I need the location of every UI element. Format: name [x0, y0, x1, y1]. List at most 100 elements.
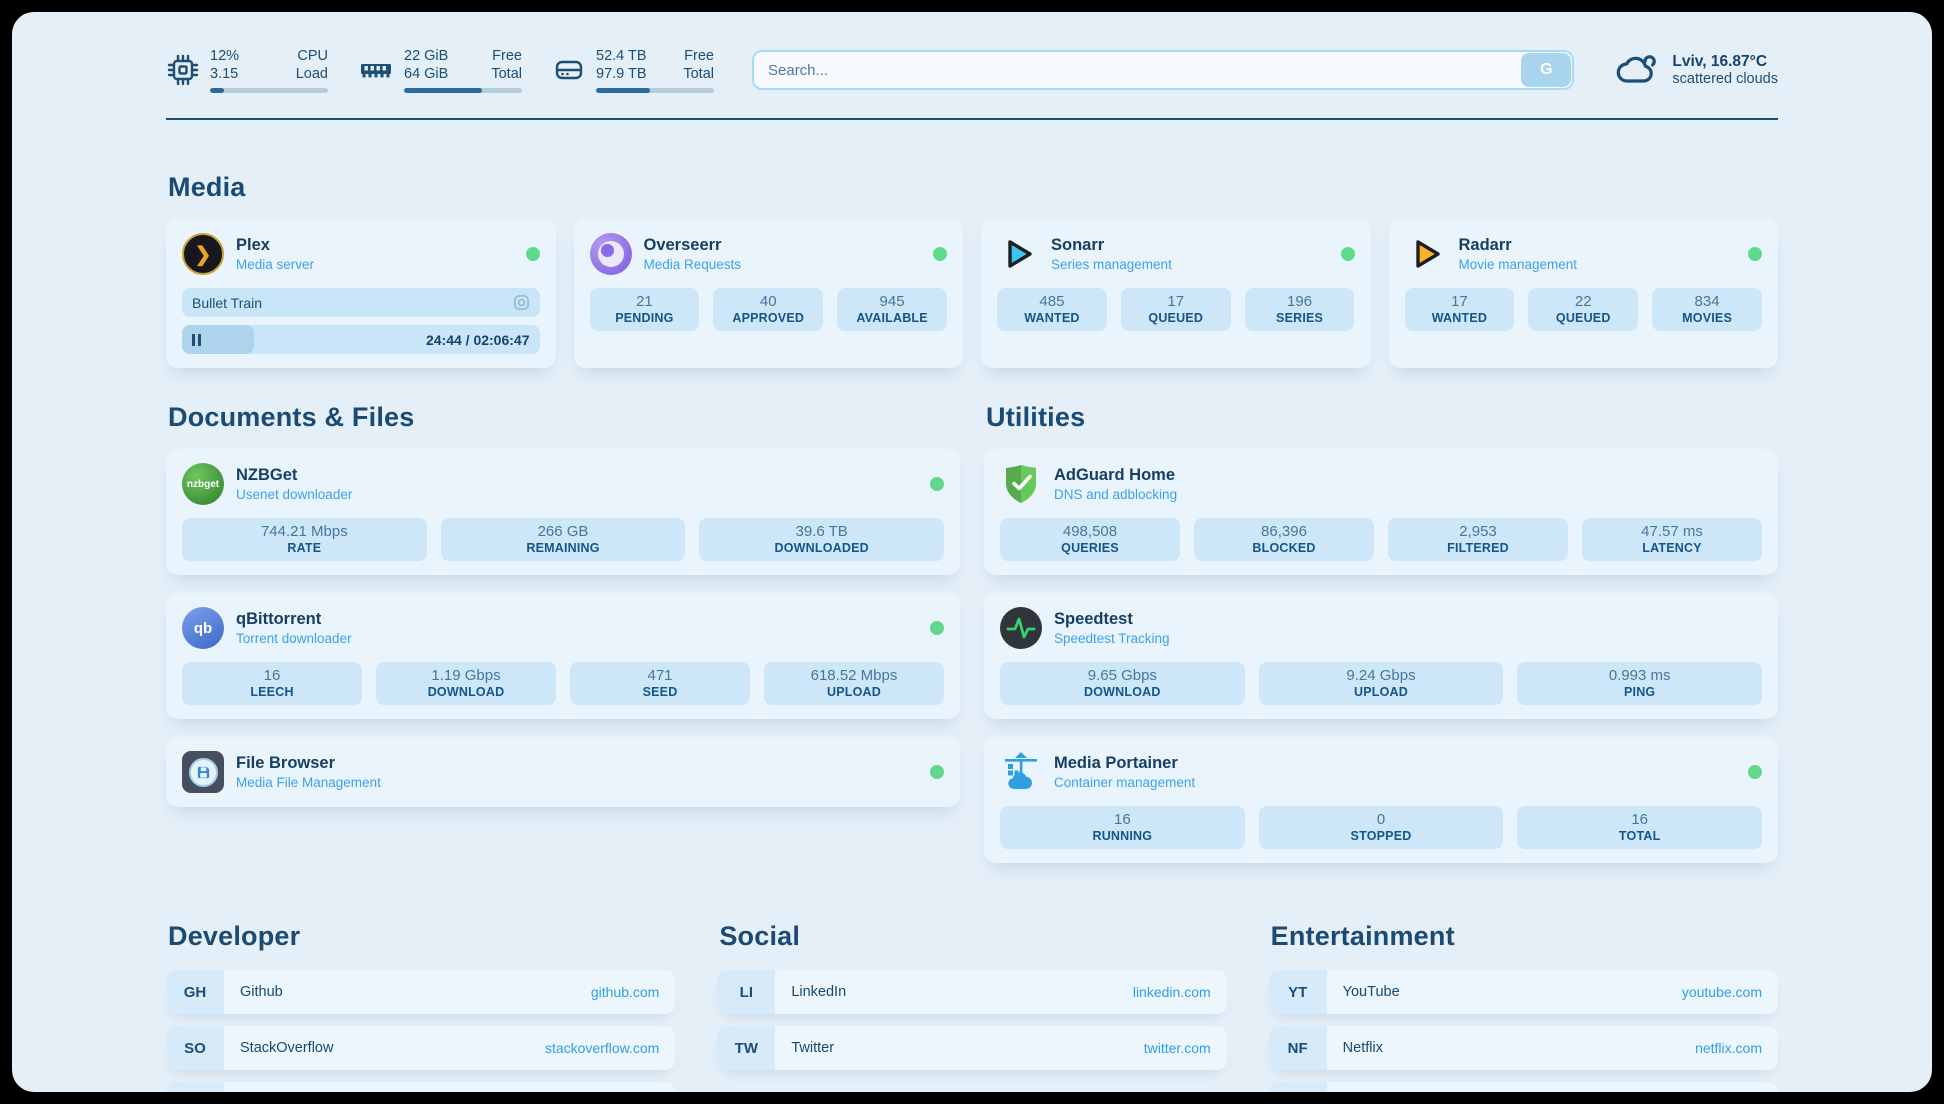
bookmark-abbr: SO: [166, 1026, 224, 1070]
speedtest-card[interactable]: Speedtest Speedtest Tracking 9.65 Gbps DO…: [984, 593, 1778, 719]
sonarr-card[interactable]: Sonarr Series management 485 WANTED 17 QUE…: [981, 219, 1371, 368]
stat-box: 16 LEECH: [182, 662, 362, 705]
bookmark-linkedin[interactable]: LI LinkedIn linkedin.com: [717, 970, 1227, 1014]
plex-card[interactable]: ❯ Plex Media server Bullet Train 24:44: [166, 219, 556, 368]
stat-box: 9.65 Gbps DOWNLOAD: [1000, 662, 1245, 705]
cpu-label-2: Load: [295, 66, 328, 82]
adguard-card[interactable]: AdGuard Home DNS and adblocking 498,508 Q…: [984, 449, 1778, 575]
stat-box: 1.19 Gbps DOWNLOAD: [376, 662, 556, 705]
qbittorrent-icon: qb: [182, 607, 224, 649]
cpu-load-value: 3.15: [210, 66, 239, 82]
qbittorrent-card[interactable]: qb qBittorrent Torrent downloader 16 LEEC…: [166, 593, 960, 719]
bookmark-reddit[interactable]: RE Reddit reddit.com: [1268, 1082, 1778, 1092]
utilities-column: Utilities AdGuard Home DNS and adblockin…: [984, 402, 1778, 863]
portainer-card[interactable]: Media Portainer Container management 16 R…: [984, 737, 1778, 863]
stat-box: 21 PENDING: [589, 288, 700, 331]
weather-condition: scattered clouds: [1672, 71, 1778, 87]
stat-box: 744.21 Mbps RATE: [182, 518, 427, 561]
app-title: qBittorrent: [236, 610, 322, 628]
bookmark-dev[interactable]: DT DEV dev.to: [166, 1082, 676, 1092]
cpu-percent: 12%: [210, 47, 240, 64]
stat-box: 16 RUNNING: [1000, 806, 1245, 849]
app-title: File Browser: [236, 754, 336, 772]
social-section-title: Social: [719, 921, 801, 951]
search-engine-button[interactable]: G: [1521, 53, 1572, 87]
bookmark-stackoverflow[interactable]: SO StackOverflow stackoverflow.com: [166, 1026, 676, 1070]
stat-box: 945 AVAILABLE: [837, 288, 947, 331]
ram-free-value: 22 GiB: [404, 47, 449, 64]
overseerr-card[interactable]: Overseerr Media Requests 21 PENDING 40 APP…: [573, 219, 963, 368]
status-dot: [930, 765, 944, 779]
app-subtitle: Movie management: [1458, 257, 1578, 272]
nzbget-card[interactable]: nzbget NZBGet Usenet downloader 744.21 M…: [166, 449, 960, 575]
media-section-title: Media: [168, 172, 246, 202]
disk-free-value: 52.4 TB: [596, 47, 647, 64]
bookmark-url[interactable]: stackoverflow.com: [544, 1040, 660, 1056]
bookmark-url[interactable]: twitter.com: [1143, 1040, 1211, 1056]
stat-box: 0 STOPPED: [1258, 806, 1504, 849]
app-subtitle: Torrent downloader: [236, 631, 352, 646]
disk-progress-bar: [596, 88, 714, 94]
status-dot: [525, 247, 540, 261]
media-grid: ❯ Plex Media server Bullet Train 24:44: [166, 219, 1778, 368]
stat-box: 86,396 BLOCKED: [1194, 518, 1374, 561]
app-title: Speedtest: [1054, 610, 1133, 628]
app-title: Sonarr: [1051, 236, 1105, 254]
documents-section-title: Documents & Files: [168, 402, 415, 432]
now-playing-title: Bullet Train: [192, 294, 263, 311]
app-subtitle: DNS and adblocking: [1054, 487, 1178, 502]
disk-label-2: Total: [683, 66, 714, 82]
app-title: Plex: [236, 236, 270, 254]
status-dot: [1748, 247, 1762, 261]
cloud-icon: [1617, 55, 1657, 83]
stat-box: 0.993 ms PING: [1517, 662, 1763, 705]
cpu-icon: [167, 54, 199, 86]
bookmark-url[interactable]: linkedin.com: [1132, 984, 1211, 1000]
bookmark-url[interactable]: netflix.com: [1695, 1040, 1762, 1056]
stat-box: 618.52 Mbps UPLOAD: [764, 662, 944, 705]
ram-progress-bar: [404, 88, 522, 94]
stat-box: 17 WANTED: [1404, 288, 1515, 331]
app-subtitle: Speedtest Tracking: [1054, 631, 1170, 646]
radarr-icon: [1405, 233, 1447, 275]
search-input[interactable]: [752, 50, 1575, 90]
portainer-icon: [1000, 751, 1042, 793]
stat-box: 22 QUEUED: [1528, 288, 1639, 331]
stat-box: 17 QUEUED: [1120, 288, 1231, 331]
app-subtitle: Series management: [1051, 257, 1172, 272]
weather-location-temp: Lviv, 16.87°C: [1672, 53, 1768, 70]
session-icon: [513, 294, 530, 311]
playback-time: 24:44 / 02:06:47: [425, 331, 530, 348]
stat-box: 485 WANTED: [997, 288, 1107, 331]
disk-total-value: 97.9 TB: [596, 66, 647, 82]
developer-section: Developer GH Github github.com SO StackO…: [166, 921, 676, 1092]
status-dot: [930, 621, 944, 635]
sonarr-icon: [997, 233, 1039, 275]
ram-label-2: Total: [491, 66, 522, 82]
status-dot: [1340, 247, 1355, 261]
stat-box: 498,508 QUERIES: [1000, 518, 1180, 561]
bookmark-netflix[interactable]: NF Netflix netflix.com: [1268, 1026, 1778, 1070]
bookmark-url[interactable]: github.com: [590, 984, 660, 1000]
radarr-card[interactable]: Radarr Movie management 17 WANTED 22 QUEUE…: [1388, 219, 1778, 368]
bookmark-github[interactable]: GH Github github.com: [166, 970, 676, 1014]
pause-icon: [192, 333, 201, 346]
bookmark-abbr: RE: [1268, 1082, 1327, 1092]
app-title: AdGuard Home: [1054, 466, 1176, 484]
filebrowser-icon: [182, 751, 224, 793]
weather-widget: Lviv, 16.87°C scattered clouds: [1614, 51, 1778, 89]
app-subtitle: Container management: [1054, 775, 1196, 790]
stat-box: 196 SERIES: [1244, 288, 1355, 331]
search-bar: G: [752, 50, 1575, 90]
bookmark-twitter[interactable]: TW Twitter twitter.com: [717, 1026, 1227, 1070]
header-divider: [166, 118, 1778, 120]
bookmark-url[interactable]: youtube.com: [1681, 984, 1762, 1000]
filebrowser-card[interactable]: File Browser Media File Management: [166, 737, 960, 807]
bookmark-youtube[interactable]: YT YouTube youtube.com: [1268, 970, 1778, 1014]
stat-box: 47.57 ms LATENCY: [1582, 518, 1762, 561]
cpu-progress-bar: [210, 88, 328, 94]
bookmark-name: LinkedIn: [791, 984, 847, 1000]
stat-box: 39.6 TB DOWNLOADED: [699, 518, 945, 561]
bookmark-name: Github: [240, 984, 283, 1000]
app-subtitle: Media server: [236, 257, 315, 272]
